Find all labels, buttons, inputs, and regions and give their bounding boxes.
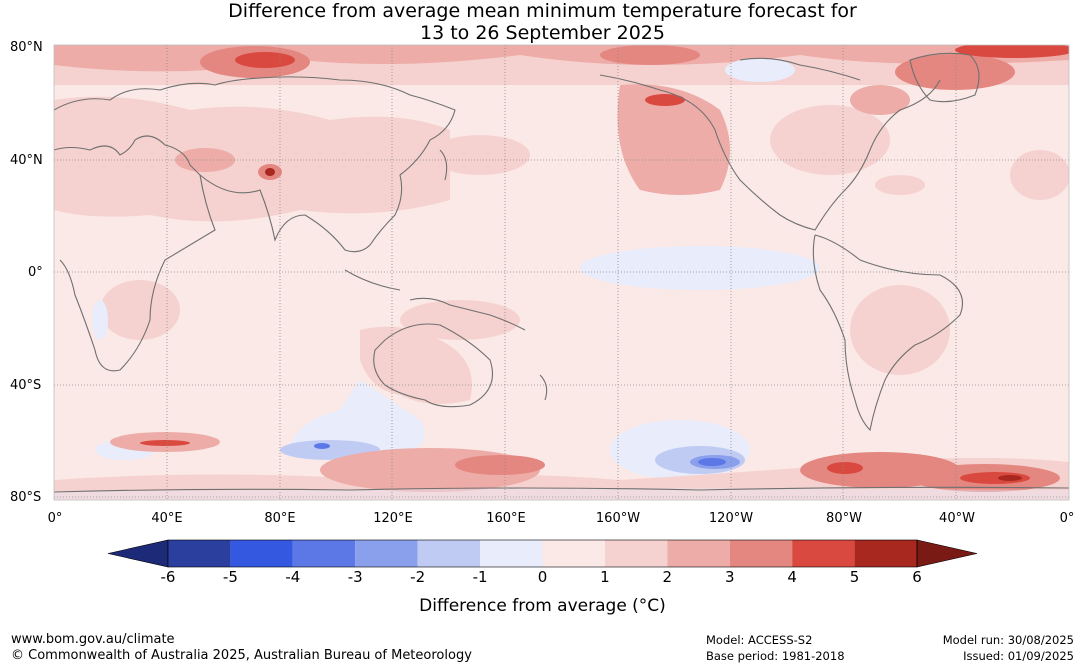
lon-label: 80°W [826,511,862,526]
lat-label: 40°S [10,378,42,393]
copyright-text: © Commonwealth of Australia 2025, Austra… [11,648,472,663]
lat-label: 40°N [10,153,43,168]
colorbar-tick-label: -5 [222,568,238,586]
colorbar-segment [480,540,543,567]
colorbar-tick-label: 4 [787,568,797,586]
colorbar-segment [168,540,231,567]
lon-label: 0° [47,511,63,526]
colorbar-tick-label: -6 [160,568,176,586]
colorbar-tick-label: 0 [537,568,548,586]
colorbar-tick-label: -2 [410,568,426,586]
colorbar-tick-label: 2 [662,568,673,586]
lon-label: 160°E [486,511,526,526]
lon-label: 120°E [373,511,413,526]
colorbar-over-arrow [916,539,978,568]
colorbar-frame [167,539,918,568]
lat-label: 80°N [10,40,43,55]
colorbar-segment [542,540,605,567]
lon-label: 80°E [264,511,296,526]
colorbar-segment [417,540,481,567]
lat-label: 0° [28,265,43,280]
lat-label: 80°S [10,490,42,505]
colorbar-tick-label: 6 [912,568,922,586]
colorbar-label: Difference from average (°C) [419,596,666,616]
lon-label: 0° [1059,511,1075,526]
model-run: Model run: 30/08/2025 [942,633,1074,647]
colorbar-tick-label: 5 [849,568,860,586]
lon-label: 40°W [939,511,975,526]
model-name: Model: ACCESS-S2 [706,633,813,647]
colorbar-tick-label: -3 [347,568,363,586]
lon-label: 40°E [151,511,183,526]
colorbar-segment [667,540,730,567]
website-url: www.bom.gov.au/climate [11,632,175,647]
colorbar-tick-label: -1 [472,568,488,586]
colorbar-tick-label: 3 [724,568,735,586]
colorbar-segment [854,540,917,567]
map-title: Difference from average mean minimum tem… [228,0,857,22]
lon-label: 120°W [708,511,754,526]
colorbar-segment [792,540,855,567]
colorbar-segment [230,540,293,567]
colorbar-segment [355,540,418,567]
colorbar-segment [292,540,356,567]
base-period: Base period: 1981-2018 [706,649,845,663]
graticule [54,45,1069,500]
colorbar-segment [729,540,793,567]
lon-label: 160°W [595,511,641,526]
colorbar-segment [604,540,668,567]
colorbar-tick-label: -4 [285,568,301,586]
colorbar-tick-label: 1 [600,568,610,586]
map-subtitle: 13 to 26 September 2025 [420,22,665,44]
colorbar-under-arrow [107,539,169,568]
issued-date: Issued: 01/09/2025 [963,649,1074,663]
map-frame [53,44,1070,501]
